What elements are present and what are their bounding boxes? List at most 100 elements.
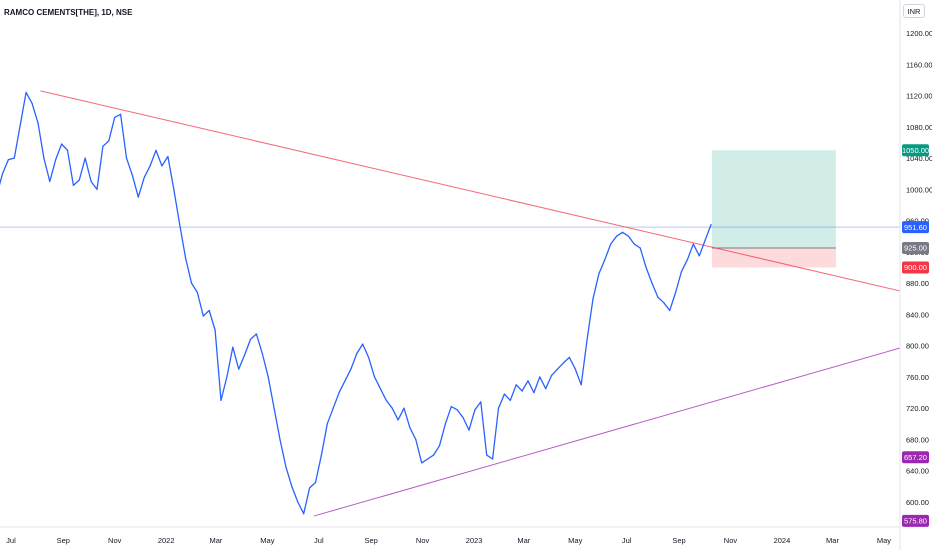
price-point <box>621 231 624 233</box>
price-point <box>285 466 287 468</box>
price-point <box>214 329 216 331</box>
price-point <box>450 406 452 408</box>
price-point <box>610 243 612 245</box>
price-point <box>391 407 393 409</box>
price-point <box>615 235 618 237</box>
price-point <box>291 485 293 487</box>
price-point <box>149 165 151 167</box>
time-tick-label: 2024 <box>774 536 791 545</box>
price-badge <box>902 514 929 527</box>
price-series <box>0 91 712 515</box>
price-point <box>249 338 252 341</box>
price-badge <box>902 144 929 157</box>
price-tick-label: 1000.00 <box>906 185 932 194</box>
price-point <box>669 309 671 312</box>
price-point <box>427 458 429 460</box>
price-point <box>539 376 541 378</box>
price-point <box>19 124 21 126</box>
target-zone[interactable] <box>711 150 836 248</box>
price-point <box>37 122 39 124</box>
price-point <box>308 487 311 489</box>
price-point <box>7 159 10 161</box>
price-line-series <box>0 91 712 515</box>
price-point <box>90 180 92 183</box>
price-point <box>409 427 411 429</box>
price-badge <box>902 451 929 464</box>
price-point <box>373 376 376 378</box>
price-point <box>114 116 116 119</box>
price-point <box>444 423 446 425</box>
lower-trendline[interactable] <box>313 347 901 517</box>
price-point <box>279 438 281 441</box>
time-axis[interactable]: Jul Sep Nov 2022 Mar May Jul Sep Nov 2023 Mar May Ju… <box>6 536 891 545</box>
price-point <box>698 255 700 257</box>
price-point <box>297 501 299 503</box>
price-point <box>468 429 470 431</box>
price-point <box>503 393 506 395</box>
price-point <box>533 391 535 394</box>
price-point <box>704 239 706 241</box>
time-tick-label: May <box>260 536 274 545</box>
drawing-lines[interactable] <box>0 90 901 517</box>
price-point <box>55 159 57 161</box>
time-tick-label: Nov <box>724 536 738 545</box>
price-point <box>686 259 689 261</box>
price-tick-label: 960.00 <box>906 217 929 226</box>
upper-trendline[interactable] <box>40 90 901 292</box>
price-point <box>639 247 641 249</box>
price-point <box>415 438 417 441</box>
price-badge-label: 575.80 <box>904 517 927 526</box>
price-badge-label: 657.20 <box>904 453 927 462</box>
price-point <box>491 458 494 460</box>
price-point <box>261 352 263 355</box>
stop-zone[interactable] <box>711 247 836 268</box>
position-tool[interactable] <box>711 150 836 268</box>
price-point <box>267 376 269 378</box>
price-point <box>326 423 328 425</box>
price-point <box>244 354 246 356</box>
price-tick-label: 1080.00 <box>906 123 932 132</box>
price-point <box>574 368 576 370</box>
price-point <box>680 270 683 273</box>
price-point <box>167 155 169 158</box>
price-point <box>456 409 458 411</box>
price-point <box>303 513 305 515</box>
price-point <box>161 165 163 167</box>
price-point <box>362 343 364 345</box>
time-tick-label: Mar <box>826 536 839 545</box>
price-point <box>338 391 340 394</box>
price-point <box>179 223 181 226</box>
price-point <box>397 419 399 421</box>
price-point <box>480 401 482 403</box>
price-point <box>527 380 529 382</box>
price-point <box>72 184 74 187</box>
price-axis-labels: 1050.00 951.60 925.00 900.00 657.20 575.80 <box>902 144 929 527</box>
price-point <box>196 291 198 294</box>
price-point <box>486 454 488 456</box>
price-point <box>474 409 476 411</box>
price-point <box>438 445 441 447</box>
price-point <box>173 188 175 190</box>
price-point <box>13 157 15 159</box>
price-point <box>184 257 187 259</box>
price-point <box>143 177 145 179</box>
price-point <box>155 149 157 151</box>
price-point <box>273 407 275 409</box>
price-point <box>592 298 594 300</box>
price-point <box>675 291 677 294</box>
currency-button[interactable]: INR <box>903 4 925 18</box>
price-point <box>66 149 69 151</box>
price-point <box>356 352 358 355</box>
price-point <box>125 157 128 159</box>
time-tick-label: Mar <box>209 536 222 545</box>
price-badge <box>902 241 929 254</box>
price-point <box>208 309 210 312</box>
price-point <box>25 91 27 94</box>
price-point <box>255 333 258 335</box>
price-point <box>556 368 559 370</box>
price-point <box>49 180 51 183</box>
price-point <box>102 145 104 147</box>
price-point <box>131 174 134 176</box>
